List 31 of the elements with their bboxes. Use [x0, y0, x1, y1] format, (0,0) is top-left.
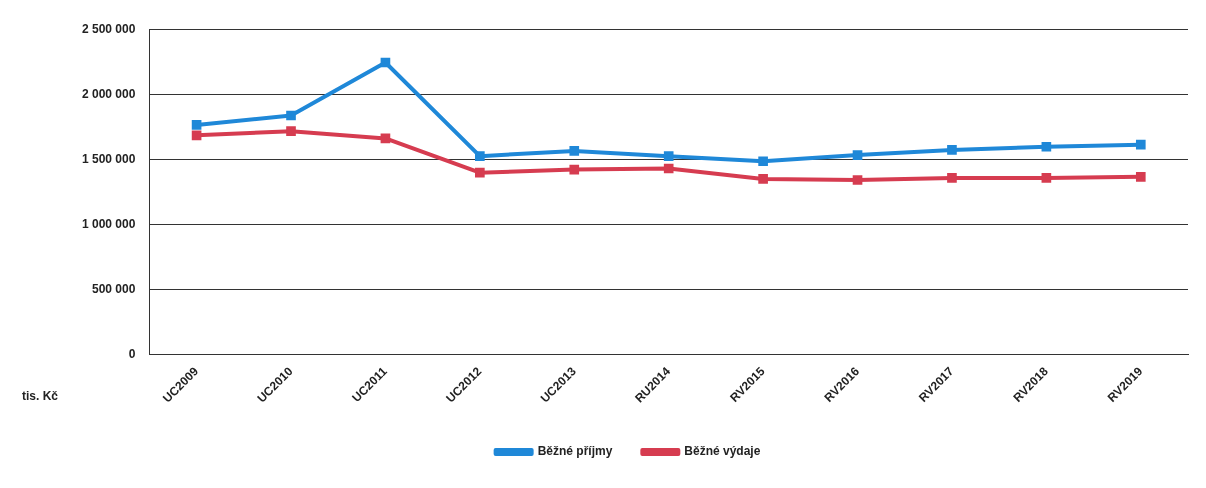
point — [663, 151, 674, 161]
y-tick-label: 2 500 000 — [81, 21, 136, 36]
point — [758, 174, 768, 184]
point — [1041, 173, 1052, 183]
point — [758, 156, 768, 167]
point — [475, 151, 485, 161]
legend-label: Běžné výdaje — [684, 444, 761, 459]
point — [852, 150, 863, 160]
point — [1135, 172, 1146, 182]
point — [380, 57, 391, 68]
legend-label: Běžné příjmy — [537, 444, 613, 459]
point — [475, 167, 485, 178]
point — [191, 120, 202, 130]
point — [191, 130, 202, 141]
y-axis-title: tis. Kč — [21, 389, 59, 403]
point — [1041, 141, 1052, 152]
y-tick-label: 1 000 000 — [81, 216, 136, 231]
point — [947, 145, 957, 155]
point — [852, 175, 863, 185]
point — [380, 133, 391, 144]
y-tick-label: 0 — [128, 347, 136, 361]
y-tick-label: 500 000 — [91, 281, 136, 296]
y-tick-label: 1 500 000 — [81, 151, 136, 166]
point — [569, 146, 580, 156]
point — [286, 126, 296, 136]
point — [663, 163, 674, 174]
point — [569, 164, 580, 175]
y-tick-label: 2 000 000 — [81, 86, 136, 101]
point — [1135, 139, 1146, 150]
point — [947, 173, 957, 183]
point — [286, 110, 296, 121]
